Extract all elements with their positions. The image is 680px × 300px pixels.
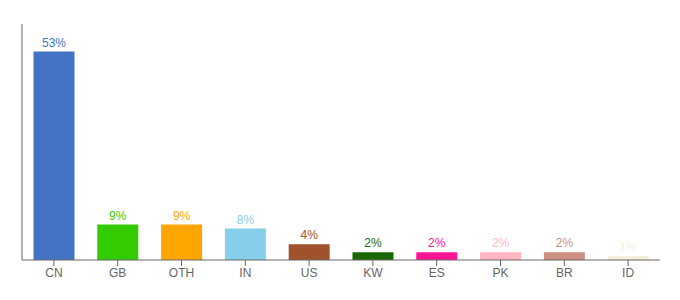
svg-text:BR: BR bbox=[556, 266, 573, 280]
svg-text:8%: 8% bbox=[237, 213, 255, 227]
svg-text:1%: 1% bbox=[620, 240, 638, 254]
svg-text:ID: ID bbox=[622, 266, 634, 280]
svg-text:PK: PK bbox=[492, 266, 508, 280]
svg-text:OTH: OTH bbox=[169, 266, 194, 280]
svg-text:2%: 2% bbox=[556, 236, 574, 250]
svg-text:2%: 2% bbox=[428, 236, 446, 250]
svg-text:9%: 9% bbox=[109, 209, 127, 223]
svg-text:GB: GB bbox=[109, 266, 126, 280]
svg-text:ES: ES bbox=[429, 266, 445, 280]
svg-text:US: US bbox=[301, 266, 318, 280]
svg-text:KW: KW bbox=[363, 266, 383, 280]
svg-text:IN: IN bbox=[239, 266, 251, 280]
svg-text:2%: 2% bbox=[492, 236, 510, 250]
svg-text:CN: CN bbox=[45, 266, 62, 280]
svg-text:4%: 4% bbox=[301, 228, 319, 242]
svg-text:2%: 2% bbox=[364, 236, 382, 250]
svg-text:53%: 53% bbox=[42, 36, 66, 50]
svg-text:9%: 9% bbox=[173, 209, 191, 223]
